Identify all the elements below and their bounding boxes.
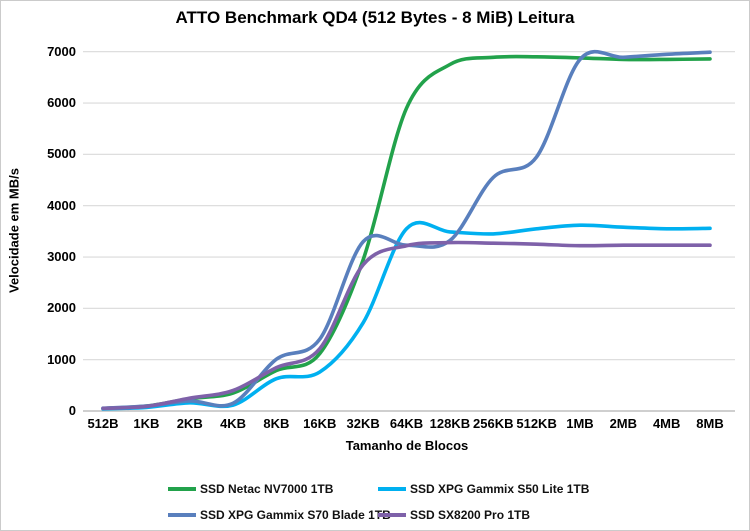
x-tick-label-4kb: 4KB — [220, 416, 247, 431]
x-tick-label-512b: 512B — [87, 416, 119, 431]
legend-label: SSD XPG Gammix S70 Blade 1TB — [200, 508, 391, 522]
legend-label: SSD Netac NV7000 1TB — [200, 482, 334, 496]
x-tick-label-16kb: 16KB — [303, 416, 337, 431]
x-tick-label-2kb: 2KB — [176, 416, 203, 431]
x-tick-label-512kb: 512KB — [516, 416, 557, 431]
y-tick-label-6000: 6000 — [47, 95, 76, 111]
netac-nv7000-line-swatch — [168, 487, 196, 491]
x-tick-label-128kb: 128KB — [429, 416, 471, 431]
y-tick-label-2000: 2000 — [47, 300, 76, 316]
sx8200-pro-line-swatch — [378, 513, 406, 517]
y-tick-label-3000: 3000 — [47, 249, 76, 264]
legend-label: SSD SX8200 Pro 1TB — [410, 508, 531, 522]
legend-item-netac-nv7000: SSD Netac NV7000 1TB — [168, 481, 333, 497]
series-line-ssd-xpg-gammix-s50-lite-1tb — [101, 220, 712, 411]
x-tick-label-32kb: 32KB — [346, 416, 380, 431]
x-tick-label-1mb: 1MB — [566, 416, 594, 431]
x-tick-label-64kb: 64KB — [389, 416, 424, 431]
x-tick-label-1kb: 1KB — [133, 416, 160, 431]
y-tick-label-7000: 7000 — [47, 43, 76, 59]
x-tick-label-8mb: 8MB — [696, 416, 724, 431]
y-tick-label-1000: 1000 — [47, 351, 76, 367]
x-tick-label-256kb: 256KB — [473, 416, 514, 431]
legend-item-s70-blade: SSD XPG Gammix S70 Blade 1TB — [168, 507, 391, 523]
series-line-ssd-sx8200-pro-1tb — [101, 240, 712, 411]
legend-label: SSD XPG Gammix S50 Lite 1TB — [410, 482, 590, 496]
series-line-ssd-netac-nv7000-1tb — [101, 54, 712, 411]
legend-item-s50-lite: SSD XPG Gammix S50 Lite 1TB — [378, 481, 589, 497]
y-tick-label-4000: 4000 — [47, 197, 76, 213]
s70-blade-line-swatch — [168, 513, 196, 517]
y-tick-label-0: 0 — [68, 403, 76, 418]
chart-title: ATTO Benchmark QD4 (512 Bytes - 8 MiB) L… — [175, 8, 575, 27]
legend-item-sx8200-pro: SSD SX8200 Pro 1TB — [378, 507, 530, 523]
x-tick-label-8kb: 8KB — [263, 416, 290, 431]
x-tick-label-2mb: 2MB — [609, 416, 638, 431]
y-tick-label-5000: 5000 — [47, 146, 76, 162]
x-tick-label-4mb: 4MB — [652, 416, 681, 431]
s50-lite-line-swatch — [378, 487, 406, 491]
x-axis-title: Tamanho de Blocos — [345, 438, 469, 453]
